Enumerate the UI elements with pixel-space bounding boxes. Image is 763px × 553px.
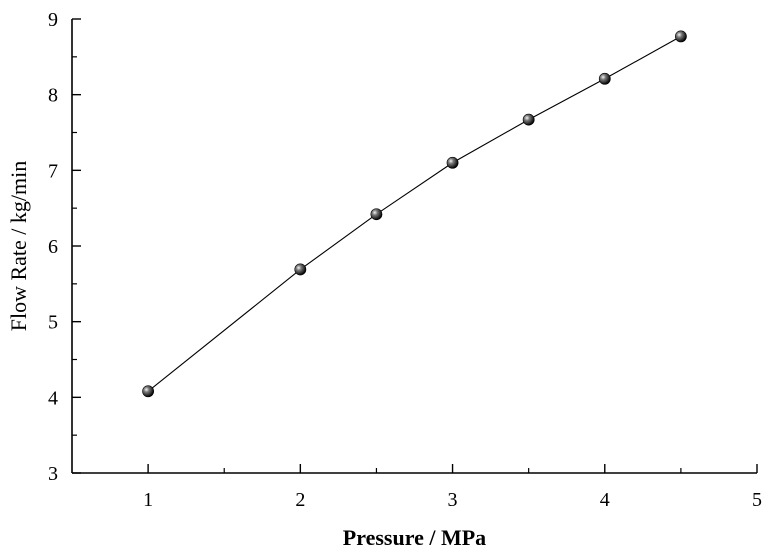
tick-labels: 1 2 3 4 5 3 4 5 6 7 8 9	[48, 9, 762, 511]
series-line	[147, 35, 682, 392]
y-tick-label: 7	[48, 160, 58, 182]
x-tick-label: 2	[295, 489, 305, 511]
x-tick-label: 5	[752, 489, 762, 511]
x-tick-label: 1	[143, 489, 153, 511]
y-tick-label: 4	[48, 387, 58, 409]
data-point	[370, 208, 383, 221]
data-point	[674, 30, 687, 43]
x-axis-label: Pressure / MPa	[343, 525, 486, 550]
y-axis-label: Flow Rate / kg/min	[6, 161, 31, 332]
data-point	[142, 385, 155, 398]
data-points-layer	[142, 30, 687, 398]
data-point	[446, 156, 459, 169]
y-tick-label: 5	[48, 312, 58, 334]
y-tick-label: 6	[48, 236, 58, 258]
data-point	[294, 263, 307, 276]
x-tick-label: 3	[448, 489, 458, 511]
axes	[71, 18, 758, 474]
y-tick-label: 9	[48, 9, 58, 31]
data-point	[598, 72, 611, 85]
data-point	[522, 113, 535, 126]
x-tick-label: 4	[600, 489, 610, 511]
y-tick-label: 8	[48, 85, 58, 107]
y-tick-label: 3	[48, 463, 58, 485]
series-line-layer	[147, 35, 682, 392]
